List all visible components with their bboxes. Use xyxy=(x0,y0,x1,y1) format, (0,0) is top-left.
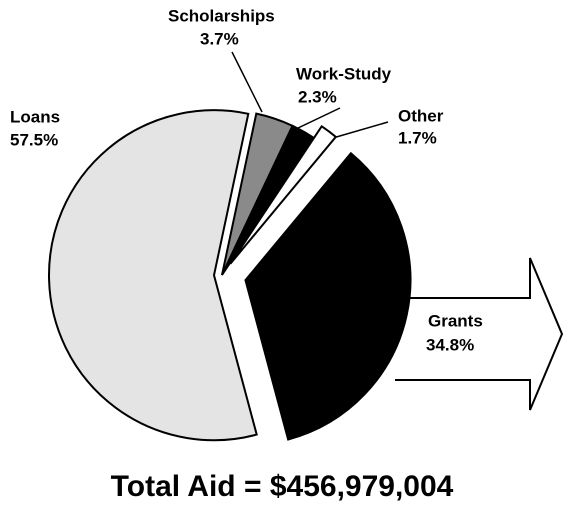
leader-line xyxy=(231,51,263,113)
pie-slice xyxy=(244,151,412,441)
slice-value: 34.8% xyxy=(426,335,474,354)
chart-title: Total Aid = $456,979,004 xyxy=(111,470,454,503)
slice-value: 2.3% xyxy=(298,87,337,106)
pie-slice xyxy=(48,109,258,442)
slice-name: Scholarships xyxy=(168,6,275,25)
slice-name: Grants xyxy=(428,311,483,330)
slice-value: 1.7% xyxy=(398,128,437,147)
slice-name: Work-Study xyxy=(296,64,392,83)
slice-name: Other xyxy=(398,106,444,125)
pie-slice xyxy=(229,124,338,265)
arrow xyxy=(395,257,564,411)
slice-value: 57.5% xyxy=(10,130,58,149)
leader-line xyxy=(297,107,341,129)
slice-name: Loans xyxy=(10,107,60,126)
pie xyxy=(48,109,412,442)
slice-value: 3.7% xyxy=(200,29,239,48)
